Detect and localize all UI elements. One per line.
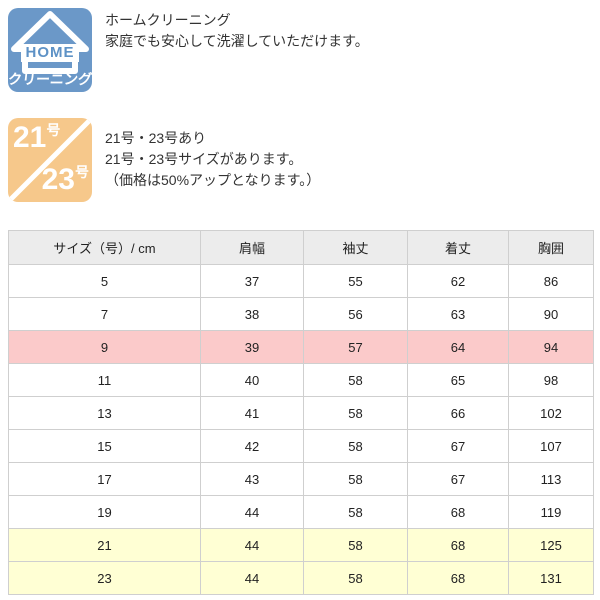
table-row: 19 44 58 68 119 (8, 495, 594, 529)
size-cell: 58 (303, 561, 408, 595)
size-cell: 44 (200, 495, 304, 529)
size-cell: 65 (407, 363, 509, 397)
column-header: 肩幅 (200, 230, 304, 265)
home-badge-label: HOME (25, 44, 75, 61)
size-cell: 41 (200, 396, 304, 430)
size-cell: 58 (303, 462, 408, 496)
size-cell: 58 (303, 429, 408, 463)
size-cell: 68 (407, 528, 509, 562)
size-cell: 94 (508, 330, 594, 364)
size-cell: 7 (8, 297, 201, 331)
size-cell: 66 (407, 396, 509, 430)
column-header: 袖丈 (303, 230, 408, 265)
size-cell: 57 (303, 330, 408, 364)
size-cell: 67 (407, 429, 509, 463)
size-cell: 63 (407, 297, 509, 331)
size-cell: 98 (508, 363, 594, 397)
size-cell: 64 (407, 330, 509, 364)
size-cell: 9 (8, 330, 201, 364)
size-cell: 113 (508, 462, 594, 496)
size-cell: 68 (407, 495, 509, 529)
size-cell: 55 (303, 264, 408, 298)
size-cell: 44 (200, 561, 304, 595)
home-cleaning-line: 家庭でも安心して洗濯していただけます。 (105, 33, 369, 49)
size-cell: 21 (8, 528, 201, 562)
size-23-label: 23号 (41, 163, 89, 196)
size-cell: 58 (303, 363, 408, 397)
table-row: 13 41 58 66 102 (8, 396, 594, 430)
size-cell: 58 (303, 495, 408, 529)
size-cell: 23 (8, 561, 201, 595)
size-cell: 86 (508, 264, 594, 298)
size-availability-title: 21号・23号あり (105, 130, 207, 146)
size-21-23-badge: 21号 23号 (8, 118, 92, 202)
size-cell: 62 (407, 264, 509, 298)
column-header: 胸囲 (508, 230, 594, 265)
size-cell: 119 (508, 495, 594, 529)
size-cell: 90 (508, 297, 594, 331)
size-cell: 15 (8, 429, 201, 463)
size-chart-table: サイズ（号）/ cm 肩幅 袖丈 着丈 胸囲 5 37 55 62 86 7 38 56 63 90 9 39… (8, 230, 594, 595)
size-cell: 56 (303, 297, 408, 331)
home-cleaning-title: ホームクリーニング (105, 12, 231, 28)
table-row: 15 42 58 67 107 (8, 429, 594, 463)
size-cell: 39 (200, 330, 304, 364)
size-cell: 13 (8, 396, 201, 430)
size-cell: 44 (200, 528, 304, 562)
cleaning-badge-label: クリーニング (8, 71, 92, 87)
size-cell: 42 (200, 429, 304, 463)
table-row: 7 38 56 63 90 (8, 297, 594, 331)
table-row: 17 43 58 67 113 (8, 462, 594, 496)
size-table-header-row: サイズ（号）/ cm 肩幅 袖丈 着丈 胸囲 (8, 230, 594, 265)
size-cell: 58 (303, 528, 408, 562)
table-row: 11 40 58 65 98 (8, 363, 594, 397)
diagonal-slash-icon (8, 118, 92, 202)
size-cell: 40 (200, 363, 304, 397)
size-cell: 107 (508, 429, 594, 463)
size-cell: 131 (508, 561, 594, 595)
column-header: サイズ（号）/ cm (8, 230, 201, 265)
size-table-body: 5 37 55 62 86 7 38 56 63 90 9 39 57 64 94 11 40 58 65 98 13 4… (8, 264, 594, 595)
table-row: 23 44 58 68 131 (8, 561, 594, 595)
size-availability-line: 21号・23号サイズがあります。 (105, 151, 303, 167)
size-cell: 102 (508, 396, 594, 430)
column-header: 着丈 (407, 230, 509, 265)
table-row: 9 39 57 64 94 (8, 330, 594, 364)
house-icon (11, 11, 89, 74)
size-cell: 67 (407, 462, 509, 496)
size-cell: 43 (200, 462, 304, 496)
size-cell: 58 (303, 396, 408, 430)
home-cleaning-badge: HOME クリーニング (8, 8, 92, 92)
size-cell: 17 (8, 462, 201, 496)
table-row: 5 37 55 62 86 (8, 264, 594, 298)
size-21-label: 21号 (13, 121, 61, 154)
size-availability-description: 21号・23号あり 21号・23号サイズがあります。 （価格は50%アップとなり… (105, 128, 320, 191)
size-cell: 125 (508, 528, 594, 562)
size-cell: 11 (8, 363, 201, 397)
home-cleaning-description: ホームクリーニング 家庭でも安心して洗濯していただけます。 (105, 10, 369, 52)
size-cell: 68 (407, 561, 509, 595)
table-row: 21 44 58 68 125 (8, 528, 594, 562)
size-cell: 5 (8, 264, 201, 298)
size-cell: 19 (8, 495, 201, 529)
size-price-note: （価格は50%アップとなります。） (105, 172, 321, 188)
size-cell: 37 (200, 264, 304, 298)
size-cell: 38 (200, 297, 304, 331)
